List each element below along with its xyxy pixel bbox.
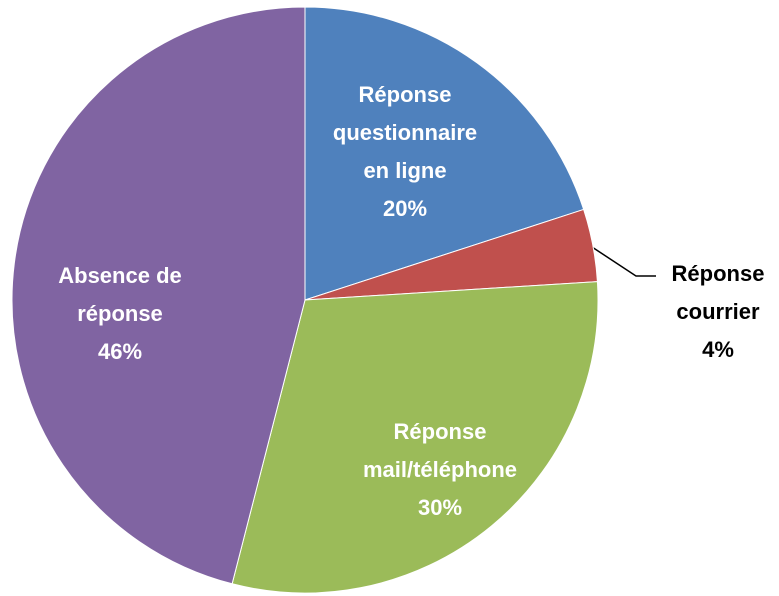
category-label: Réponse courrier	[671, 261, 765, 324]
slice-label: Réponse mail/téléphone 30%	[340, 413, 540, 527]
value-label: 30%	[417, 495, 463, 520]
category-label: Réponse questionnaire en ligne	[332, 82, 478, 183]
slice-label: Réponse courrier 4%	[658, 255, 778, 369]
slice-label: Réponse questionnaire en ligne 20%	[320, 76, 490, 228]
pie-slice	[304, 6, 585, 301]
pie-slice	[231, 281, 599, 594]
value-label: 4%	[702, 337, 734, 362]
value-label: 20%	[382, 196, 428, 221]
value-label: 46%	[97, 339, 143, 364]
category-label: Absence de réponse	[58, 263, 182, 326]
pie-slice	[11, 6, 306, 585]
slice-label: Absence de réponse 46%	[50, 257, 190, 371]
category-label: Réponse mail/téléphone	[362, 419, 518, 482]
leader-line	[591, 246, 656, 277]
